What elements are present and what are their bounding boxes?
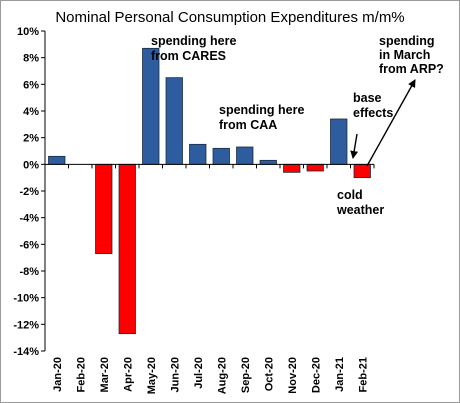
x-tick-label: Aug-20	[216, 357, 228, 394]
y-tick-label: -12%	[13, 319, 39, 331]
bar-apr-20	[118, 163, 136, 335]
annotation-1: spending here from CARES	[151, 34, 236, 63]
bar-oct-20	[259, 159, 277, 165]
bar-dec-20	[306, 163, 324, 172]
bar-mar-20	[95, 163, 113, 255]
annotation-line: from CARES	[151, 49, 226, 63]
annotation-line: base	[353, 91, 382, 105]
y-tick-label: -4%	[19, 213, 39, 225]
bar-jun-20	[165, 77, 183, 165]
annotation-line: weather	[336, 203, 384, 217]
bar-jan-21	[330, 118, 348, 165]
x-tick-label: Oct-20	[263, 357, 275, 391]
x-tick-label: Jan-20	[52, 357, 64, 392]
x-tick-label: Jul-20	[193, 357, 205, 389]
bar-nov-20	[283, 163, 301, 173]
y-tick-label: 4%	[23, 106, 39, 118]
bar-sep-20	[236, 146, 254, 165]
annotation-line: from CAA	[219, 118, 277, 132]
bar-feb-21	[353, 163, 371, 179]
annotation-5: spending in March from ARP?	[379, 34, 444, 76]
bar-may-20	[142, 47, 160, 165]
arp-arrow	[366, 79, 416, 167]
annotation-4: cold weather	[336, 188, 384, 217]
x-tick-label: May-20	[146, 357, 158, 394]
y-tick-label: 8%	[23, 53, 39, 65]
y-tick-label: 10%	[17, 26, 39, 38]
y-tick-label: 6%	[23, 79, 39, 91]
annotation-2: spending here from CAA	[219, 103, 304, 132]
y-tick-label: -2%	[19, 186, 39, 198]
axes-group: -14% -12% -10% -8% -6% -4% -2% 0% 2% 4% 6% 8% 10% Jan…	[13, 26, 375, 394]
x-tick-label: Feb-21	[357, 357, 369, 392]
x-tick-label: Mar-20	[99, 357, 111, 392]
y-tick-label: -6%	[19, 239, 39, 251]
annotation-line: effects	[353, 106, 393, 120]
bar-group	[48, 47, 371, 335]
chart-title: Nominal Personal Consumption Expenditure…	[55, 9, 404, 26]
annotation-3: base effects	[353, 91, 393, 120]
y-tick-label: -8%	[19, 266, 39, 278]
x-tick-label: Apr-20	[122, 357, 134, 392]
x-tick-label: Jan-21	[334, 357, 346, 392]
x-tick-label: Nov-20	[287, 357, 299, 394]
annotation-line: cold	[337, 188, 363, 202]
y-tick-label: -14%	[13, 346, 39, 358]
y-tick-label: 0%	[23, 159, 39, 171]
annotation-line: from ARP?	[379, 62, 444, 76]
x-tick-label: Feb-20	[75, 357, 87, 392]
base-effects-arrow	[350, 133, 359, 159]
bar-jan-20	[48, 155, 66, 165]
annotation-line: in March	[379, 48, 430, 62]
x-tick-label: Dec-20	[310, 357, 322, 393]
bar-jul-20	[189, 143, 207, 165]
annotation-line: spending	[379, 34, 435, 48]
bar-aug-20	[212, 147, 230, 165]
x-tick-label: Jun-20	[169, 357, 181, 392]
y-tick-label: -10%	[13, 293, 39, 305]
annotation-line: spending here	[151, 34, 236, 48]
annotation-line: spending here	[219, 103, 304, 117]
y-tick-label: 2%	[23, 133, 39, 145]
x-tick-label: Sep-20	[240, 357, 252, 393]
